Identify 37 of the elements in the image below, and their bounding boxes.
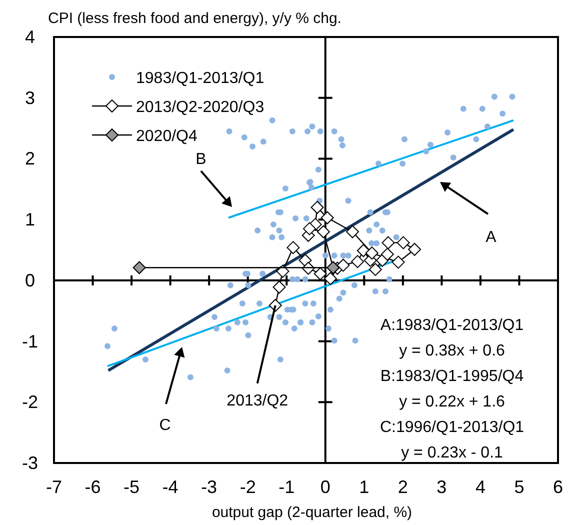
x-axis-title: output gap (2-quarter lead, %) — [212, 504, 412, 521]
y-tick-label: 3 — [24, 88, 36, 108]
y-tick-label: -1 — [22, 331, 38, 352]
x-tick-label: 4 — [475, 477, 486, 497]
x-tick-label: 5 — [514, 477, 524, 497]
annotation: A:1983/Q1-2013/Q1 — [380, 317, 524, 334]
x-tick-label: 0 — [320, 477, 330, 497]
y-tick-label: 4 — [24, 27, 36, 47]
annotation: 2013/Q2 — [226, 392, 288, 410]
annotation: y = 0.23x - 0.1 — [401, 444, 504, 462]
y-axis-title: CPI (less fresh food and energy), y/y % chg. — [48, 10, 342, 27]
y-tick-label: -3 — [22, 453, 38, 473]
x-tick-label: -7 — [46, 477, 62, 497]
y-tick-label: -2 — [22, 392, 38, 412]
y-tick-label: 1 — [24, 210, 36, 230]
annotation: A — [486, 229, 497, 246]
y-tick-label: 0 — [24, 270, 36, 290]
annotation: y = 0.22x + 1.6 — [399, 394, 506, 410]
x-tick-label: 3 — [436, 477, 447, 497]
x-tick-label: -1 — [278, 477, 295, 497]
annotation: C — [159, 417, 171, 434]
annotation: y = 0.38x + 0.6 — [399, 342, 506, 360]
legend-label: 2013/Q2-2020/Q3 — [136, 99, 264, 116]
x-tick-label: -2 — [240, 477, 256, 497]
annotation: C:1996/Q1-2013/Q1 — [380, 419, 524, 436]
annotation: B:1983/Q1-1995/Q4 — [380, 368, 524, 385]
legend-label: 2020/Q4 — [136, 128, 198, 145]
x-tick-label: 6 — [552, 477, 564, 497]
x-tick-label: 2 — [398, 477, 408, 497]
annotation: B — [196, 151, 206, 168]
y-tick-label: 2 — [24, 148, 36, 169]
x-tick-label: -4 — [162, 477, 178, 497]
x-tick-label: -5 — [124, 477, 140, 497]
x-tick-label: -3 — [201, 477, 218, 497]
legend-label: 1983/Q1-2013/Q1 — [136, 70, 264, 87]
x-tick-label: 1 — [359, 477, 370, 497]
x-tick-label: -6 — [84, 477, 101, 497]
